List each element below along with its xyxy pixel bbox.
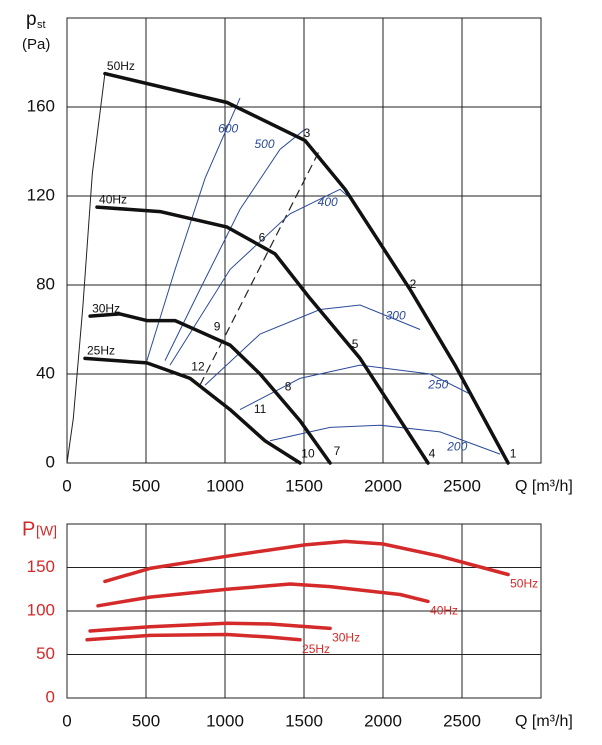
contour-label: 600 [218,121,238,135]
y-axis-unit: [W] [36,523,57,539]
y-tick-label: 100 [27,600,55,619]
contour-label: 500 [254,137,274,151]
series-line [83,356,302,465]
series-line [88,621,332,633]
x-tick-label: 500 [132,711,160,730]
series-line [95,205,430,465]
y-tick-label: 160 [27,96,55,115]
series-label: 50Hz [107,59,135,73]
x-tick-label: 2000 [364,711,402,730]
point-label: 2 [410,277,417,291]
reference-curve [66,73,106,464]
point-label: 6 [259,230,266,244]
y-tick-label: 0 [46,452,55,471]
x-tick-label: 1000 [206,711,244,730]
x-tick-label: 0 [62,476,71,495]
contour-label: 250 [427,377,448,391]
x-axis-label: Q [m³/h] [515,478,573,495]
contour-label: 200 [446,440,467,454]
x-axis-label: Q [m³/h] [515,713,573,730]
y-axis-label-sub: st [37,19,46,31]
x-tick-label: 2500 [443,711,481,730]
x-tick-label: 1500 [285,711,323,730]
series-line [103,71,510,465]
y-axis-unit: (Pa) [22,36,50,53]
point-label: 4 [429,446,436,460]
series-line [88,312,332,465]
series-label: 30Hz [332,631,360,645]
series-label: 25Hz [87,344,115,358]
x-tick-label: 2000 [364,476,402,495]
series-line [103,539,510,584]
point-label: 5 [352,337,359,351]
y-axis-label: p [26,9,37,30]
y-tick-label: 50 [36,644,55,663]
y-tick-label: 80 [36,274,55,293]
series-line [96,582,430,608]
y-tick-label: 40 [36,363,55,382]
point-label: 11 [254,402,267,416]
series-line [85,632,302,642]
point-label: 12 [191,359,205,373]
x-tick-label: 2500 [443,476,481,495]
point-label: 1 [510,446,517,460]
dashed-line [199,149,321,386]
y-tick-label: 120 [27,185,55,204]
series-label: 40Hz [430,604,458,618]
point-label: 3 [304,126,311,140]
series-label: 30Hz [92,301,120,315]
point-label: 9 [214,319,221,333]
efficiency-contour [146,97,241,361]
efficiency-contour [164,128,306,361]
series-label: 50Hz [510,577,538,591]
y-axis-label: P [22,518,35,540]
y-tick-label: 0 [46,687,55,706]
series-label: 25Hz [302,642,330,656]
x-tick-label: 500 [132,476,160,495]
y-tick-label: 150 [27,557,55,576]
x-tick-label: 0 [62,711,71,730]
efficiency-contour [239,364,471,411]
contour-label: 300 [386,308,406,322]
point-label: 7 [334,444,341,458]
point-label: 8 [285,380,292,394]
x-tick-label: 1000 [206,476,244,495]
x-tick-label: 1500 [285,476,323,495]
series-label: 40Hz [99,192,127,206]
efficiency-contour [169,188,351,366]
contour-label: 400 [318,195,338,209]
point-label: 10 [301,446,315,460]
